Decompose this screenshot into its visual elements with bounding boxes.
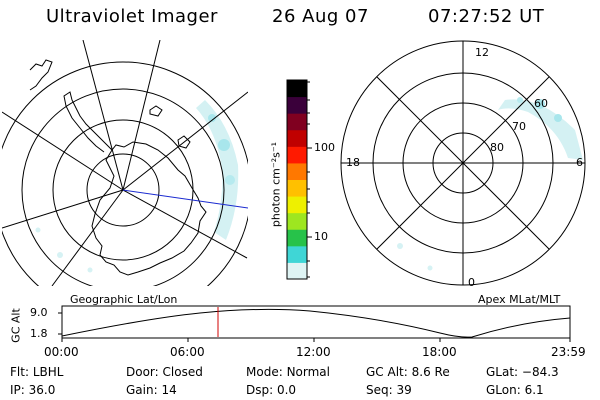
mode-field: Mode: Normal [246, 365, 330, 379]
orbit-ytick-9: 9.0 [30, 306, 48, 319]
coastline-islands [149, 105, 191, 149]
mlt-label-0: 0 [468, 276, 475, 289]
aurora-emission-right [397, 97, 583, 271]
orbit-xtick-1800: 18:00 [422, 345, 457, 359]
geographic-map [2, 40, 248, 286]
colorbar-tick-10: 10 [314, 230, 328, 243]
filter-field: Flt: LBHL [10, 365, 64, 379]
colorbar-band [287, 96, 307, 114]
time-label: 07:27:52 UT [428, 6, 545, 27]
altitude-curve [61, 308, 571, 338]
colorbar-band [287, 245, 307, 263]
aurora-emission-left [35, 100, 239, 273]
door-field: Door: Closed [126, 365, 203, 379]
mlt-label-12: 12 [475, 46, 489, 59]
orbit-ytick-1-8: 1.8 [30, 327, 48, 340]
colorbar-band [287, 229, 307, 247]
terminator-line [122, 189, 248, 209]
apex-caption: Apex MLat/MLT [478, 293, 561, 306]
colorbar-band [287, 196, 307, 214]
geographic-caption: Geographic Lat/Lon [70, 293, 178, 306]
colorbar-unit-label: photon cm⁻²s⁻¹ [269, 141, 283, 228]
intensity-colorbar [286, 79, 312, 280]
colorbar-band [287, 179, 307, 197]
magnetic-map [340, 40, 586, 286]
date-label: 26 Aug 07 [272, 6, 369, 27]
glat-field: GLat: −84.3 [486, 365, 559, 379]
colorbar-band [287, 212, 307, 230]
orbit-xtick-0600: 06:00 [170, 345, 205, 359]
orbit-xtick-2359: 23:59 [551, 345, 586, 359]
colorbar-band [287, 113, 307, 131]
coastline-south-america [29, 59, 53, 91]
mlat-label-60: 60 [534, 97, 548, 110]
colorbar-band [287, 262, 307, 280]
coastline-antarctica [91, 141, 207, 276]
colorbar-band [287, 146, 307, 164]
ip-field: IP: 36.0 [10, 383, 56, 397]
orbit-ylabel: GC Alt [9, 308, 23, 343]
colorbar-band [287, 129, 307, 147]
seq-field: Seq: 39 [366, 383, 412, 397]
dsp-field: Dsp: 0.0 [246, 383, 297, 397]
colorbar-band [287, 80, 307, 98]
mlt-label-18: 18 [346, 156, 360, 169]
mlat-label-70: 70 [512, 120, 526, 133]
orbit-xtick-0000: 00:00 [44, 345, 79, 359]
orbit-xtick-1200: 12:00 [296, 345, 331, 359]
colorbar-band [287, 162, 307, 180]
mlat-label-80: 80 [490, 141, 504, 154]
longitude-lines [2, 40, 248, 286]
gc-alt-field: GC Alt: 8.6 Re [366, 365, 450, 379]
instrument-title: Ultraviolet Imager [46, 6, 218, 27]
orbit-altitude-plot [58, 305, 571, 342]
colorbar-tick-100: 100 [314, 141, 335, 154]
mlt-label-6: 6 [576, 156, 583, 169]
gain-field: Gain: 14 [126, 383, 177, 397]
coastline-peninsula [63, 91, 113, 153]
glon-field: GLon: 6.1 [486, 383, 544, 397]
